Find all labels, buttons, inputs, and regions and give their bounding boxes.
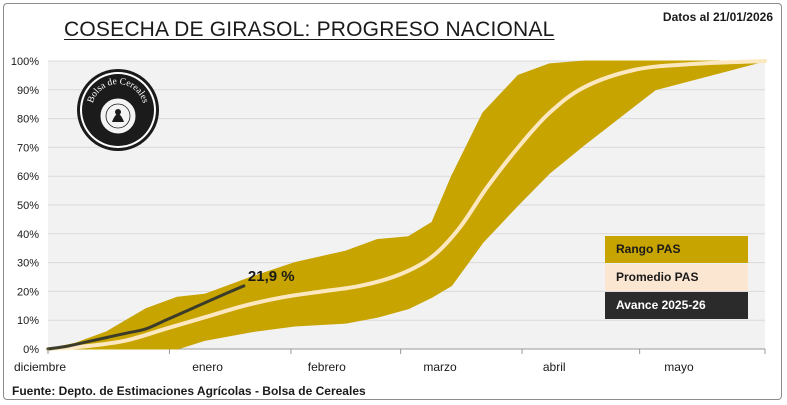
y-tick-label: 30% <box>17 258 39 270</box>
y-tick-label: 10% <box>17 315 39 327</box>
y-tick-label: 50% <box>17 200 39 212</box>
x-tick-label: enero <box>192 360 223 374</box>
y-tick-label: 20% <box>17 286 39 298</box>
y-tick-label: 0% <box>23 344 39 356</box>
chart-frame <box>3 3 782 400</box>
y-tick-label: 40% <box>17 229 39 241</box>
x-tick-label: mayo <box>664 360 694 374</box>
current-progress-label: 21,9 % <box>248 268 295 285</box>
legend-rango-pas: Rango PAS <box>605 236 748 263</box>
x-tick-label: abril <box>543 360 566 374</box>
y-tick-label: 70% <box>17 142 39 154</box>
x-tick-label: febrero <box>308 360 346 374</box>
data-date: Datos al 21/01/2026 <box>662 10 773 24</box>
avance-2025-26-line <box>46 284 246 351</box>
y-tick-label: 60% <box>17 171 39 183</box>
legend-avance-2025-26: Avance 2025-26 <box>605 292 748 319</box>
bolsa-de-cereales-logo: Bolsa de Cereales <box>80 72 156 148</box>
y-tick-label: 100% <box>11 56 39 68</box>
x-tick-label: diciembre <box>14 360 66 374</box>
seal-icon: Bolsa de Cereales <box>86 77 150 135</box>
data-source: Fuente: Depto. de Estimaciones Agrícolas… <box>12 384 366 398</box>
chart-title: COSECHA DE GIRASOL: PROGRESO NACIONAL <box>64 18 555 41</box>
x-tick-label: marzo <box>423 360 457 374</box>
x-axis: diciembre enero febrero marzo abril mayo <box>14 349 766 374</box>
y-tick-label: 80% <box>17 114 39 126</box>
promedio-pas-line <box>46 59 767 351</box>
y-tick-label: 90% <box>17 85 39 97</box>
y-axis: 0% 10% 20% 30% 40% 50% 60% 70% 80% 90% 100% <box>11 56 39 356</box>
legend-promedio-pas: Promedio PAS <box>605 264 748 291</box>
